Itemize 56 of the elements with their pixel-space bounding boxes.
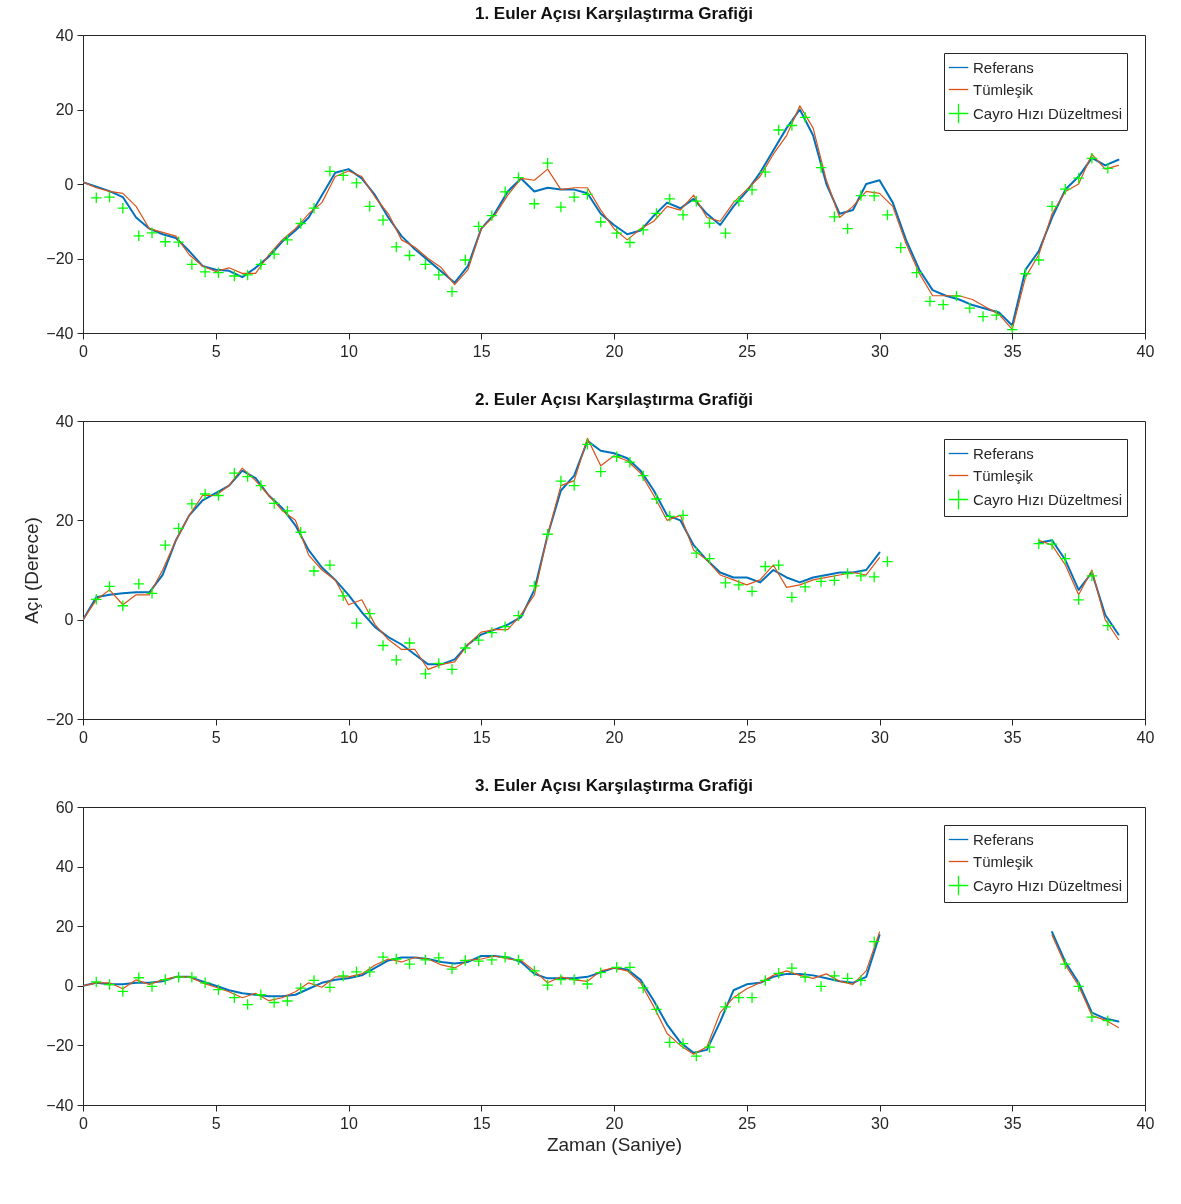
x-tick-label: 0 xyxy=(79,342,89,360)
x-tick-label: 5 xyxy=(211,342,221,360)
x-tick-label: 35 xyxy=(1003,728,1022,746)
legend-label: Referans xyxy=(973,830,1034,848)
x-tick-label: 15 xyxy=(472,728,491,746)
y-tick-label: 0 xyxy=(64,175,74,193)
y-tick-label: −40 xyxy=(46,324,74,342)
x-tick-label: 0 xyxy=(79,728,89,746)
y-tick-label: 20 xyxy=(55,101,74,118)
x-tick-label: 20 xyxy=(605,1114,624,1132)
chart-title: 2. Euler Açısı Karşılaştırma Grafiği xyxy=(474,390,754,409)
x-tick-label: 40 xyxy=(1136,342,1155,360)
x-tick-label: 40 xyxy=(1136,728,1155,746)
legend-label: Referans xyxy=(973,58,1034,76)
x-tick-label: 10 xyxy=(340,342,358,360)
y-tick-label: 20 xyxy=(55,511,74,529)
x-tick-label: 30 xyxy=(871,1114,889,1132)
x-tick-label: 40 xyxy=(1136,1114,1155,1132)
legend-label: Tümleşik xyxy=(973,466,1034,484)
legend-label: Tümleşik xyxy=(973,80,1034,98)
x-tick-label: 5 xyxy=(211,728,221,746)
chart-title: 1. Euler Açısı Karşılaştırma Grafiği xyxy=(474,4,754,23)
x-axis-title: Zaman (Saniye) xyxy=(546,1133,683,1155)
x-tick-label: 25 xyxy=(738,1114,757,1132)
x-tick-label: 10 xyxy=(340,1114,358,1132)
x-tick-label: 20 xyxy=(605,342,624,360)
x-tick-label: 20 xyxy=(605,728,624,746)
x-tick-label: 30 xyxy=(871,342,889,360)
x-tick-label: 15 xyxy=(472,342,491,360)
y-tick-label: 60 xyxy=(55,798,74,816)
legend-label: Referans xyxy=(973,444,1034,462)
legend-label: Tümleşik xyxy=(973,852,1034,870)
y-tick-label: 40 xyxy=(55,412,74,430)
x-tick-label: 15 xyxy=(472,1114,491,1132)
y-axis-title: Açı (Derece) xyxy=(21,517,43,624)
x-tick-label: 35 xyxy=(1003,1114,1022,1132)
x-tick-label: 35 xyxy=(1003,342,1022,360)
y-tick-label: −20 xyxy=(46,1036,74,1054)
chart-title: 3. Euler Açısı Karşılaştırma Grafiği xyxy=(474,776,754,795)
x-tick-label: 0 xyxy=(79,1114,89,1132)
legend-label: Cayro Hızı Düzeltmesi xyxy=(973,876,1123,894)
x-tick-label: 5 xyxy=(211,1114,221,1132)
x-tick-label: 25 xyxy=(738,342,757,360)
y-tick-label: 40 xyxy=(55,858,74,876)
x-tick-label: 30 xyxy=(871,728,889,746)
legend-label: Cayro Hızı Düzeltmesi xyxy=(973,104,1123,122)
y-tick-label: 20 xyxy=(55,917,74,935)
y-tick-label: −40 xyxy=(46,1096,74,1114)
y-tick-label: −20 xyxy=(46,710,74,728)
x-tick-label: 10 xyxy=(340,728,358,746)
y-tick-label: 0 xyxy=(64,611,74,629)
legend-label: Cayro Hızı Düzeltmesi xyxy=(973,490,1123,508)
y-tick-label: 0 xyxy=(64,977,74,995)
y-tick-label: −20 xyxy=(46,250,74,267)
y-tick-label: 40 xyxy=(55,26,74,44)
x-tick-label: 25 xyxy=(738,728,757,746)
